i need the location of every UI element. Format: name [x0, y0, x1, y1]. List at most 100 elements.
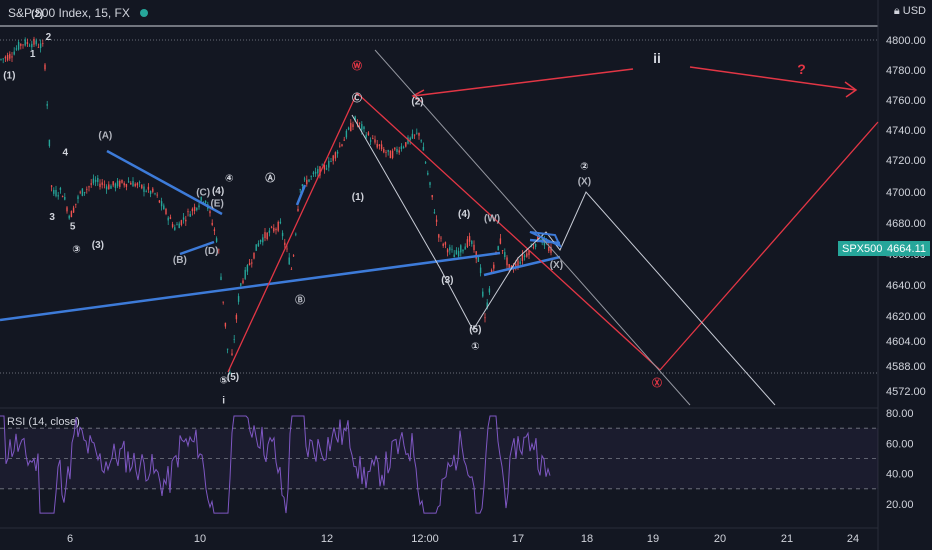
- wave-label: (W): [484, 214, 500, 225]
- candle-body: [121, 179, 123, 183]
- candle-body: [290, 268, 293, 270]
- rsi-title[interactable]: RSI (14, close): [7, 416, 80, 428]
- candle-body: [46, 104, 48, 106]
- candle-body: [165, 208, 167, 215]
- candle-body: [90, 183, 92, 185]
- price-tick-label: 4800.00: [886, 35, 926, 47]
- candle-body: [215, 238, 218, 242]
- candle-body: [149, 190, 152, 194]
- candle-body: [385, 152, 387, 153]
- price-tick-label: 4572.00: [886, 386, 926, 398]
- candle-body: [387, 149, 389, 152]
- candle-body: [116, 180, 119, 187]
- candle-body: [77, 196, 79, 200]
- candle-body: [380, 144, 383, 150]
- wave-label: (X): [578, 177, 591, 188]
- candle-body: [55, 190, 57, 197]
- lock-icon: 🔒︎: [893, 5, 903, 17]
- red-wave-line: [659, 121, 879, 371]
- candle-body: [444, 242, 447, 245]
- candle-body: [231, 353, 233, 355]
- red-arrow-head: [844, 81, 858, 98]
- candle-body: [372, 138, 374, 140]
- time-tick-label: 12: [321, 533, 333, 545]
- candle-body: [418, 132, 420, 136]
- market-status-icon: [139, 9, 148, 17]
- symbol-header[interactable]: S&P 500 Index, 15, FX: [8, 6, 148, 20]
- price-tick-label: 4720.00: [886, 155, 926, 167]
- candle-body: [343, 139, 345, 141]
- candle-body: [88, 186, 90, 188]
- candle-body: [189, 213, 191, 217]
- time-axis[interactable]: 6 10 12 12:00 17 18 19 20 21 24: [67, 533, 859, 545]
- candle-body: [31, 43, 33, 48]
- candle-body: [484, 317, 486, 319]
- time-tick-label: 6: [67, 533, 73, 545]
- candle-body: [420, 140, 422, 142]
- candle-body: [473, 244, 475, 251]
- wave-label: 3: [49, 212, 55, 223]
- candle-body: [268, 230, 271, 233]
- candle-body: [347, 127, 350, 130]
- candle-body: [246, 265, 249, 272]
- candle-body: [365, 134, 367, 138]
- wave-label: Ⓧ: [652, 376, 662, 389]
- wave-label: Ⓦ: [352, 59, 362, 72]
- rsi-pane: 80.00 60.00 40.00 20.00: [0, 408, 914, 514]
- price-tick-label: 4588.00: [886, 361, 926, 373]
- rsi-tick-label: 60.00: [886, 438, 914, 450]
- candle-body: [383, 149, 385, 153]
- candle-body: [330, 161, 332, 162]
- wave-label: ⑤: [219, 375, 227, 386]
- candle-body: [152, 188, 154, 192]
- candle-body: [24, 39, 26, 46]
- wave-label: (X): [550, 260, 563, 271]
- candle-body: [407, 137, 409, 144]
- candle-body: [341, 144, 343, 146]
- candle-body: [308, 179, 310, 182]
- candle-body: [81, 188, 84, 196]
- candle-body: [424, 162, 427, 164]
- candle-body: [334, 152, 337, 159]
- candle-body: [281, 232, 284, 237]
- candle-body: [138, 182, 141, 184]
- candle-body: [191, 208, 194, 212]
- price-tick-label: 4640.00: [886, 280, 926, 292]
- candle-body: [11, 56, 13, 58]
- wave-label: (2): [31, 9, 43, 20]
- wave-label: (5): [469, 325, 481, 336]
- symbol-title: S&P 500 Index, 15, FX: [8, 6, 130, 20]
- candle-body: [345, 130, 348, 138]
- currency-selector[interactable]: 🔒︎ USD: [893, 5, 926, 17]
- candle-body: [160, 201, 163, 207]
- candle-body: [323, 164, 326, 170]
- candle-body: [105, 186, 108, 190]
- candle-body: [99, 183, 101, 188]
- candle-body: [147, 186, 150, 190]
- candle-body: [240, 283, 242, 286]
- candle-body: [325, 168, 328, 170]
- wave-label: 5: [70, 221, 76, 232]
- candle-body: [132, 180, 134, 187]
- wave-label: (3): [92, 240, 104, 251]
- candle-body: [361, 124, 363, 131]
- time-tick-label: 12:00: [411, 533, 439, 545]
- candle-body: [497, 246, 499, 251]
- candle-body: [332, 155, 334, 161]
- candle-body: [163, 205, 165, 210]
- candle-body: [321, 164, 323, 166]
- wave-label: ii: [653, 50, 661, 66]
- candle-body: [284, 242, 286, 246]
- time-tick-label: 10: [194, 533, 206, 545]
- candle-body: [2, 58, 4, 60]
- candle-body: [466, 239, 469, 247]
- candle-body: [242, 280, 244, 284]
- candle-body: [119, 180, 121, 187]
- candle-body: [486, 302, 488, 309]
- wave-label: (4): [212, 186, 224, 197]
- candle-body: [169, 217, 172, 219]
- candle-body: [350, 122, 352, 132]
- candle-body: [101, 182, 103, 185]
